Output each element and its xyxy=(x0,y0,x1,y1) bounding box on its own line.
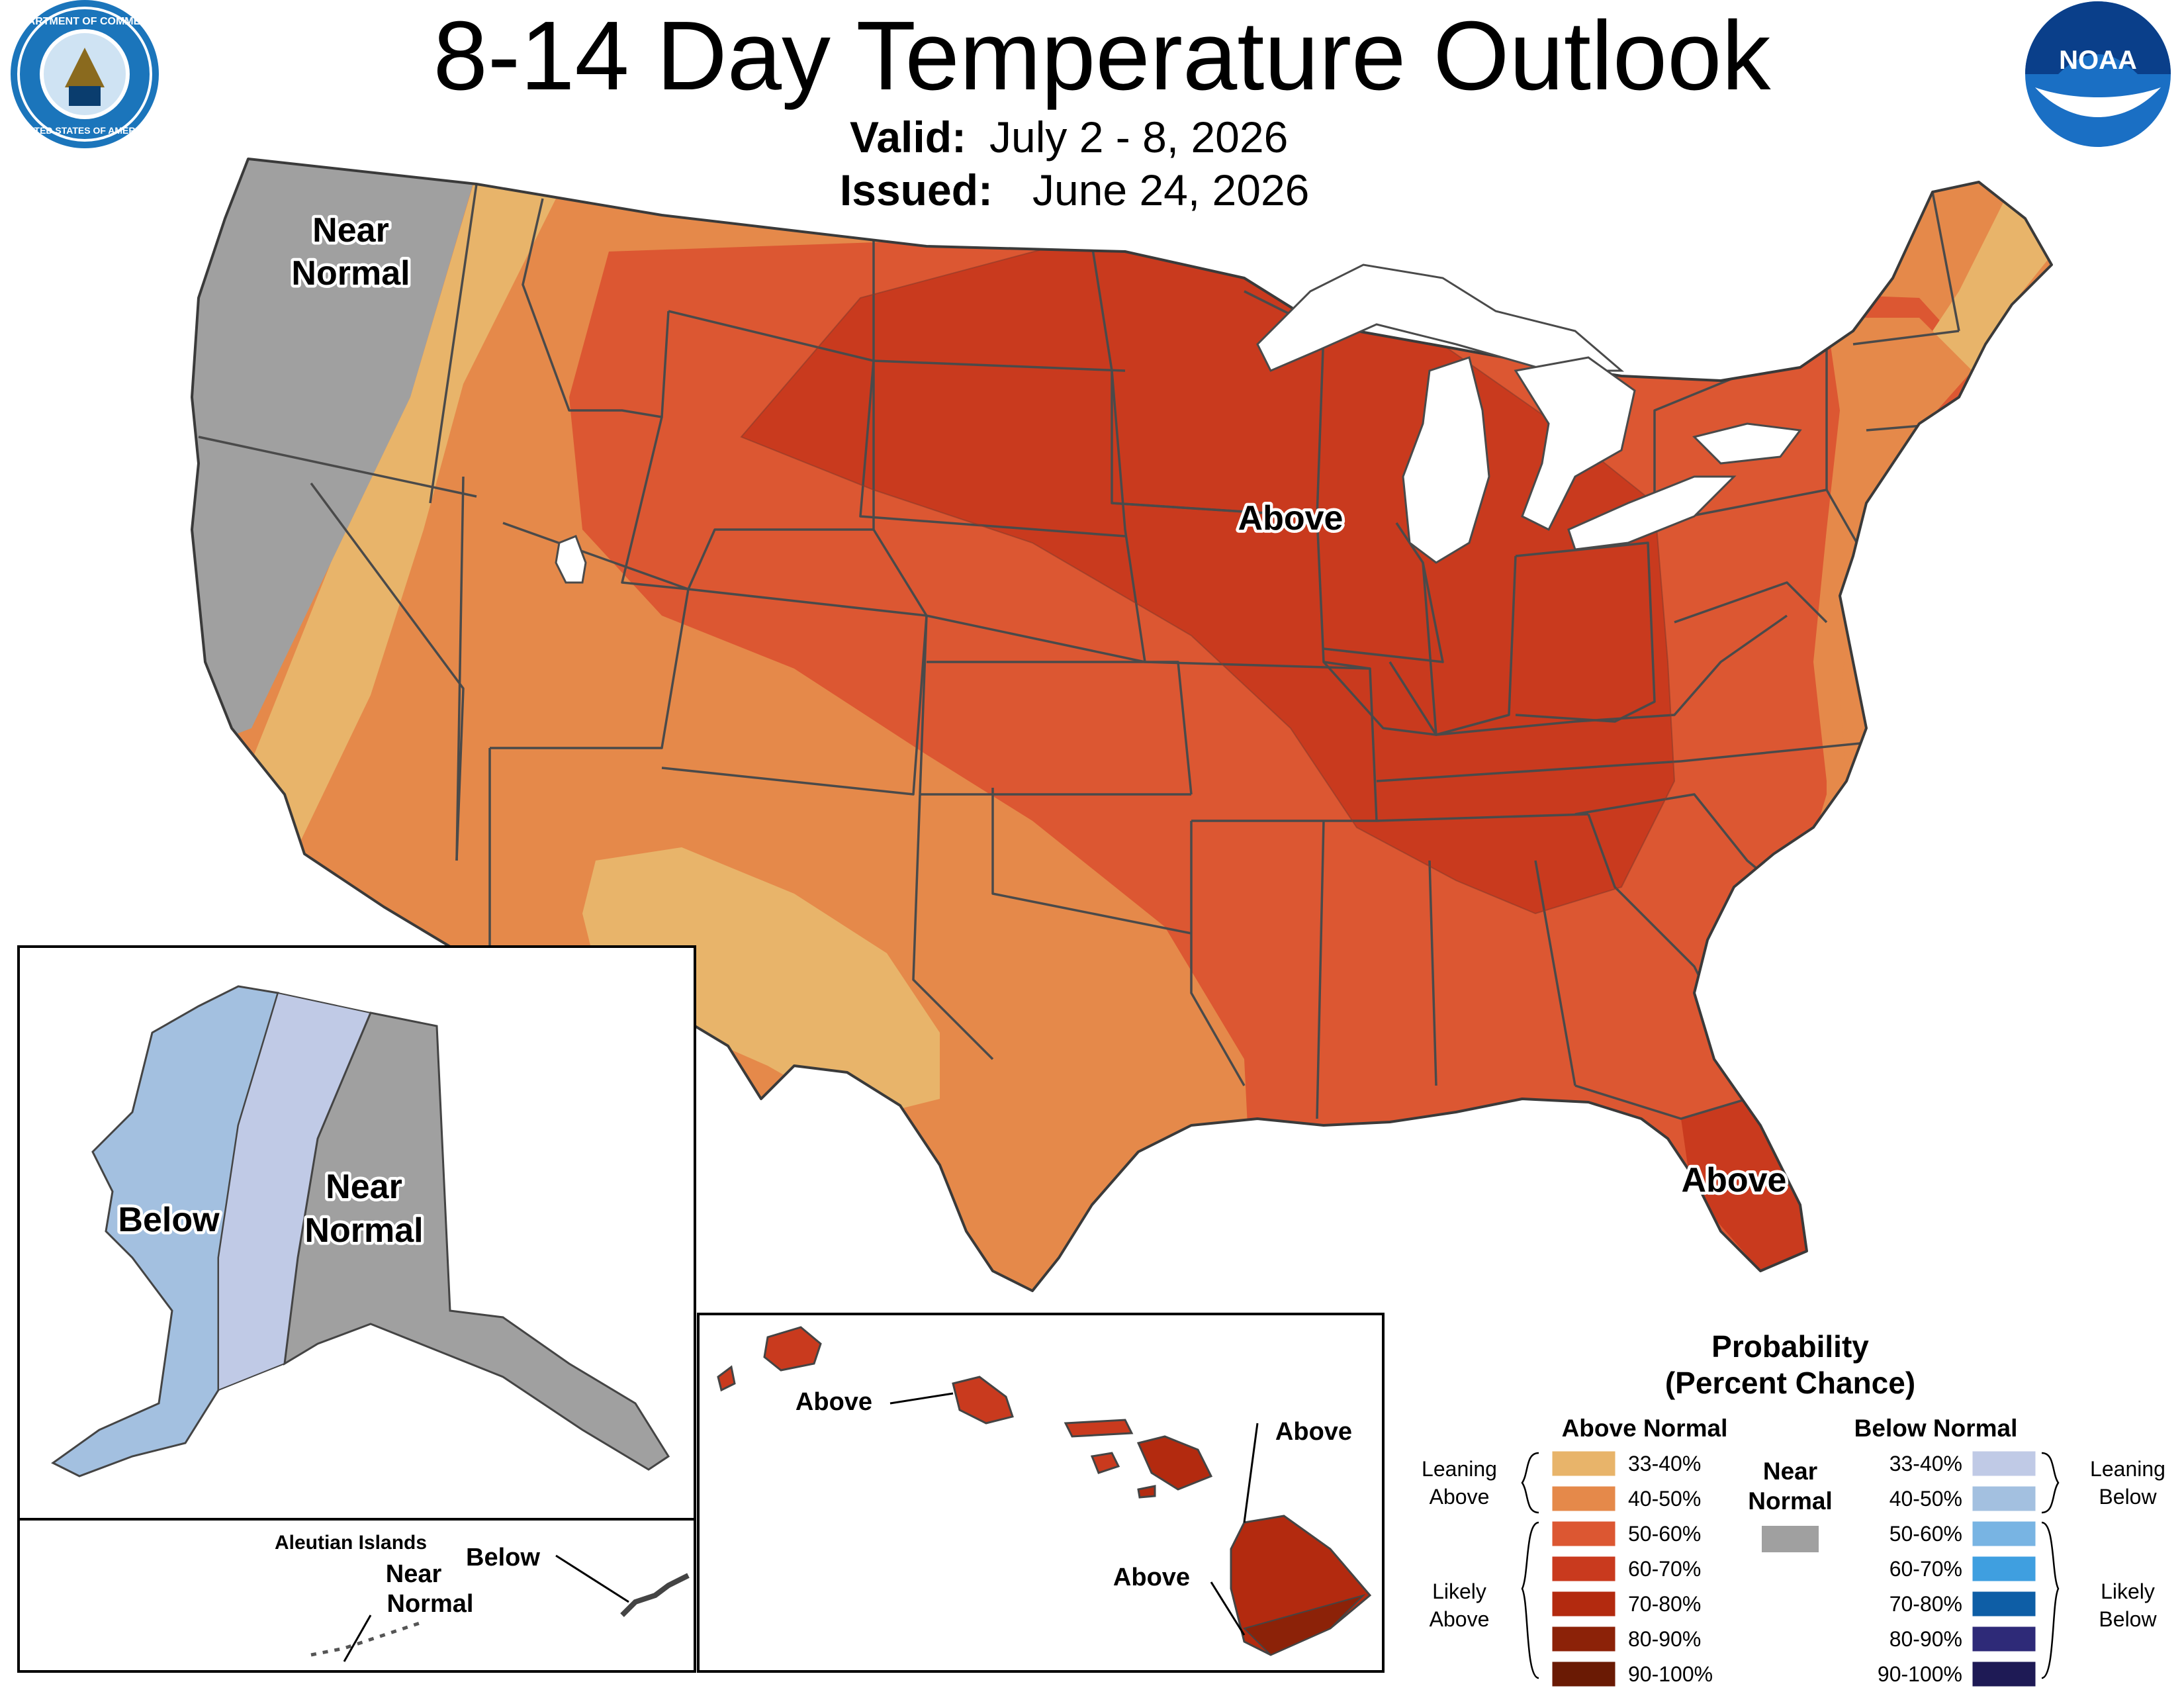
lake-ontario xyxy=(1692,422,1802,465)
hawaii-kauai xyxy=(763,1326,822,1372)
legend-below-range-5: 80-90% xyxy=(1889,1627,1962,1651)
aleutian-islands-shape xyxy=(620,1573,690,1617)
legend-leaning-above-line1: Leaning xyxy=(1422,1457,1497,1481)
legend-below-swatch-5 xyxy=(1972,1626,2036,1652)
legend-above-swatch-5 xyxy=(1551,1626,1616,1652)
alaska-near-normal-label-line2: Normal xyxy=(304,1211,423,1250)
legend-near-normal-swatch xyxy=(1762,1526,1819,1552)
shade-above-40-50-east xyxy=(1813,318,1972,781)
legend-likely-above-line2: Above xyxy=(1430,1607,1490,1631)
alaska-near-normal-shade xyxy=(283,1011,670,1471)
alaska-below-label: Below xyxy=(118,1201,220,1239)
legend-below-rows: 33-40% 40-50% 50-60% 60-70% 70-80% 80-90% 90-1… xyxy=(1878,1450,2036,1687)
legend: Probability (Percent Chance) Above Norma… xyxy=(1422,1329,2165,1687)
legend-near-normal-line2: Normal xyxy=(1748,1487,1832,1515)
legend-above-header: Above Normal xyxy=(1562,1415,1728,1442)
lake-huron xyxy=(1514,356,1636,532)
legend-above-swatch-4 xyxy=(1551,1591,1616,1617)
legend-brace-leaning-above xyxy=(1521,1452,1539,1514)
issued-date: June 24, 2026 xyxy=(1032,165,1309,214)
legend-above-swatch-6 xyxy=(1551,1661,1616,1687)
hawaii-niihau xyxy=(717,1365,736,1392)
legend-above-range-4: 70-80% xyxy=(1628,1592,1701,1616)
noaa-logo-icon: NOAA xyxy=(2025,1,2171,147)
conus-near-normal-label-line1: Near xyxy=(312,211,389,250)
legend-near-normal-line1: Near xyxy=(1763,1458,1817,1485)
legend-below-range-3: 60-70% xyxy=(1889,1557,1962,1581)
legend-below-header: Below Normal xyxy=(1854,1415,2018,1442)
legend-likely-above-line1: Likely xyxy=(1432,1579,1486,1603)
commerce-seal-text-top: DEPARTMENT OF COMMERCE xyxy=(7,16,163,27)
hawaii-kahoolawe xyxy=(1137,1485,1156,1499)
legend-brace-likely-below xyxy=(2041,1521,2060,1679)
aleutian-below-label: Below xyxy=(466,1544,540,1571)
legend-below-range-1: 40-50% xyxy=(1889,1487,1962,1511)
legend-above-range-2: 50-60% xyxy=(1628,1522,1701,1546)
commerce-seal-text-bottom: UNITED STATES OF AMERICA xyxy=(18,125,151,136)
issued-label: Issued: xyxy=(840,165,993,214)
legend-above-range-6: 90-100% xyxy=(1628,1662,1713,1686)
legend-above-range-0: 33-40% xyxy=(1628,1452,1701,1476)
aleutian-islands-title: Aleutian Islands xyxy=(275,1532,427,1554)
valid-date: July 2 - 8, 2026 xyxy=(989,113,1288,162)
legend-likely-below-line2: Below xyxy=(2099,1607,2157,1631)
conus-above-florida-label: Above xyxy=(1682,1161,1787,1199)
commerce-seal-icon: DEPARTMENT OF COMMERCE UNITED STATES OF … xyxy=(7,0,163,148)
conus-above-midwest-label: Above xyxy=(1238,499,1343,538)
legend-below-swatch-4 xyxy=(1972,1591,2036,1617)
hawaii-inset: Above Above Above xyxy=(697,1313,1385,1673)
hawaii-molokai xyxy=(1064,1419,1134,1438)
hawaii-above-oahu-label: Above xyxy=(796,1388,872,1416)
legend-below-swatch-3 xyxy=(1972,1556,2036,1582)
legend-leaning-below-line1: Leaning xyxy=(2090,1457,2165,1481)
hawaii-above-maui-label: Above xyxy=(1275,1418,1352,1446)
legend-below-swatch-6 xyxy=(1972,1661,2036,1687)
legend-below-swatch-1 xyxy=(1972,1485,2036,1512)
alaska-near-normal-label-line1: Near xyxy=(326,1168,402,1206)
legend-title-line1: Probability xyxy=(1711,1329,1869,1364)
legend-below-range-4: 70-80% xyxy=(1889,1592,1962,1616)
valid-label: Valid: xyxy=(850,113,966,162)
hawaii-above-big-island-label: Above xyxy=(1113,1564,1190,1591)
legend-above-range-5: 80-90% xyxy=(1628,1627,1701,1651)
legend-leaning-above-line2: Above xyxy=(1430,1485,1490,1509)
legend-title-line2: (Percent Chance) xyxy=(1665,1366,1915,1400)
legend-above-range-3: 60-70% xyxy=(1628,1557,1701,1581)
legend-brace-likely-above xyxy=(1521,1521,1539,1679)
shade-above-33-40-west xyxy=(251,173,563,861)
legend-below-swatch-0 xyxy=(1972,1450,2036,1477)
legend-above-range-1: 40-50% xyxy=(1628,1487,1701,1511)
hawaii-big-island-south xyxy=(1243,1594,1366,1656)
great-lakes xyxy=(555,263,1802,584)
noaa-logo-text: NOAA xyxy=(2059,46,2137,75)
lake-erie xyxy=(1567,475,1737,551)
aleutian-near-label-line1: Near xyxy=(386,1560,442,1588)
lake-michigan xyxy=(1402,356,1490,564)
legend-above-swatch-1 xyxy=(1551,1485,1616,1512)
shade-near-normal-west xyxy=(192,159,477,761)
legend-below-range-2: 50-60% xyxy=(1889,1522,1962,1546)
hawaii-oahu xyxy=(952,1376,1014,1425)
legend-likely-below-line1: Likely xyxy=(2101,1579,2155,1603)
legend-above-swatch-2 xyxy=(1551,1521,1616,1547)
hawaii-maui xyxy=(1136,1435,1213,1491)
legend-above-swatch-0 xyxy=(1551,1450,1616,1477)
great-salt-lake xyxy=(555,535,587,584)
legend-above-swatch-3 xyxy=(1551,1556,1616,1582)
legend-below-range-0: 33-40% xyxy=(1889,1452,1962,1476)
page-title: 8-14 Day Temperature Outlook xyxy=(433,1,1772,111)
legend-below-range-6: 90-100% xyxy=(1878,1662,1962,1686)
aleutian-near-label-line2: Normal xyxy=(387,1590,474,1618)
conus-near-normal-label-line2: Normal xyxy=(291,254,410,293)
shade-above-33-40-southwest xyxy=(582,847,940,1119)
hawaii-lanai xyxy=(1090,1452,1120,1474)
legend-below-swatch-2 xyxy=(1972,1521,2036,1547)
legend-leaning-below-line2: Below xyxy=(2099,1485,2157,1509)
legend-above-rows: 33-40% 40-50% 50-60% 60-70% 70-80% 80-90% 90-1… xyxy=(1551,1450,1713,1687)
alaska-inset: Below Near Normal Aleutian Islands Below… xyxy=(17,945,696,1673)
lake-superior xyxy=(1256,263,1625,372)
legend-brace-leaning-below xyxy=(2041,1452,2060,1514)
